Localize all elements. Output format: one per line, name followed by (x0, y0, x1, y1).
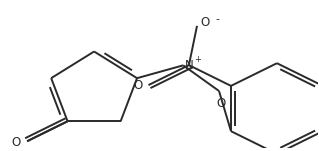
Text: O: O (216, 97, 226, 110)
Text: +: + (194, 55, 201, 64)
Text: O: O (201, 16, 210, 29)
Text: -: - (215, 14, 219, 24)
Text: O: O (134, 79, 143, 92)
Text: O: O (11, 136, 20, 149)
Text: N: N (184, 59, 193, 72)
